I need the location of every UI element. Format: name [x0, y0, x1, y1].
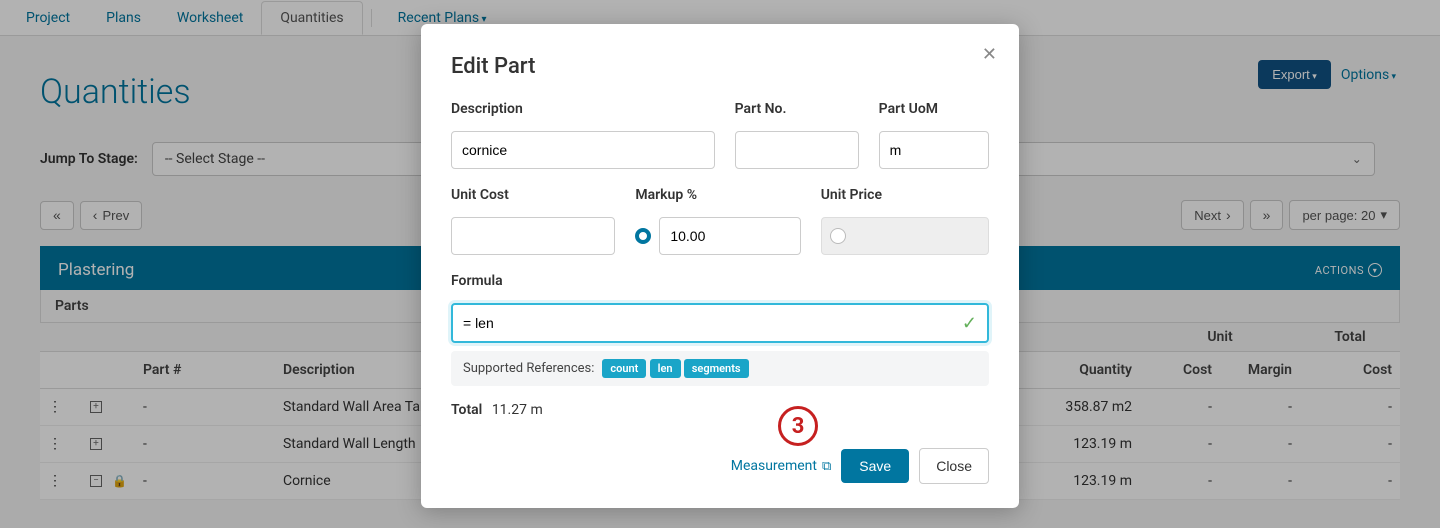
supported-references: Supported References: count len segments: [451, 351, 989, 386]
callout-badge-3: 3: [778, 406, 818, 446]
label-part-no: Part No.: [735, 101, 859, 117]
description-input[interactable]: [451, 131, 715, 169]
total-line: Total 11.27 m: [451, 402, 989, 418]
close-button[interactable]: Close: [919, 448, 989, 484]
label-unit-cost: Unit Cost: [451, 187, 615, 203]
label-markup: Markup %: [635, 187, 800, 203]
label-description: Description: [451, 101, 715, 117]
label-formula: Formula: [451, 273, 989, 289]
save-button[interactable]: Save: [841, 449, 909, 483]
external-link-icon: ⧉: [822, 459, 831, 474]
reference-pill[interactable]: len: [650, 359, 681, 378]
modal-close-button[interactable]: ✕: [982, 44, 997, 65]
unit-cost-input[interactable]: [451, 217, 615, 255]
markup-radio[interactable]: [635, 228, 651, 244]
total-value: 11.27 m: [492, 402, 543, 418]
markup-input[interactable]: [659, 217, 800, 255]
formula-input[interactable]: [451, 303, 989, 343]
reference-pill[interactable]: count: [602, 359, 646, 378]
label-unit-price: Unit Price: [821, 187, 989, 203]
check-icon: ✓: [962, 313, 977, 334]
total-label: Total: [451, 402, 482, 418]
modal-title: Edit Part: [451, 54, 989, 79]
reference-pill[interactable]: segments: [684, 359, 749, 378]
measurement-link[interactable]: Measurement ⧉: [731, 458, 832, 474]
supported-label: Supported References:: [463, 361, 594, 376]
unit-price-radio[interactable]: [830, 228, 846, 244]
part-no-input[interactable]: [735, 131, 859, 169]
label-part-uom: Part UoM: [879, 101, 989, 117]
measurement-label: Measurement: [731, 458, 817, 474]
unit-price-disabled: [821, 217, 989, 255]
edit-part-modal: ✕ Edit Part Description Part No. Part Uo…: [421, 24, 1019, 508]
part-uom-input[interactable]: [879, 131, 989, 169]
